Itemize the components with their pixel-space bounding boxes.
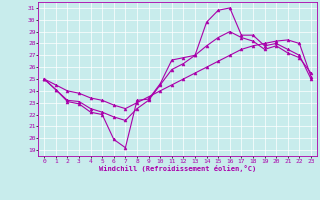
X-axis label: Windchill (Refroidissement éolien,°C): Windchill (Refroidissement éolien,°C) — [99, 165, 256, 172]
